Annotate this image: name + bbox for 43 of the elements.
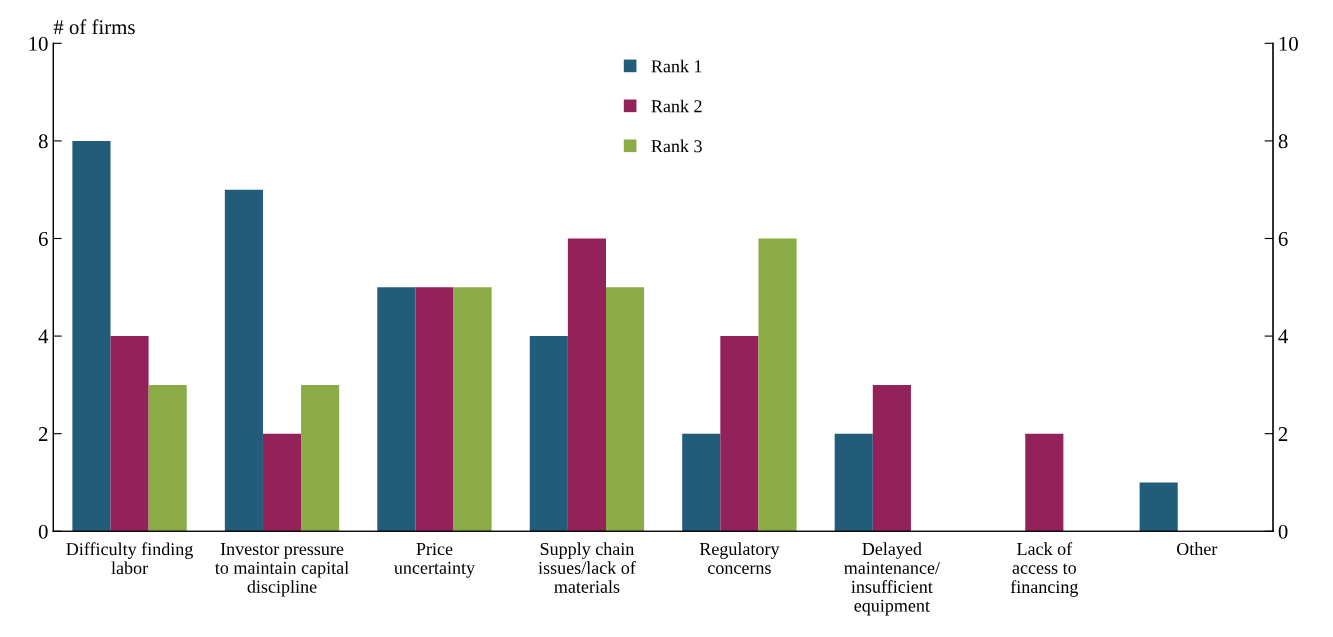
y-tick-label: 2	[38, 427, 48, 441]
bar	[1139, 482, 1178, 532]
y-tick-label: 4	[38, 329, 49, 344]
y2-tick-label: 10	[1279, 36, 1298, 51]
legend-label: Rank 3	[651, 139, 702, 153]
bar	[110, 336, 149, 532]
bar	[567, 238, 606, 532]
bar	[1025, 433, 1064, 532]
y2-tick-label: 4	[1278, 329, 1288, 344]
y-tick-label: 0	[38, 524, 48, 539]
x-tick-label: Lack of access to financing	[1010, 542, 1079, 597]
y2-tick-label: 6	[1278, 231, 1288, 246]
y-tick-label: 8	[38, 134, 48, 149]
x-tick-label: Investor pressure to maintain capital discipline	[215, 543, 349, 597]
y2-tick-label: 0	[1278, 524, 1288, 539]
y-tick-label: 6	[38, 231, 48, 246]
bar	[682, 433, 721, 532]
bar	[301, 384, 340, 532]
bar	[834, 433, 873, 532]
bar	[720, 336, 759, 532]
bar	[377, 287, 416, 532]
y-tick-label: 10	[29, 36, 48, 51]
bar	[262, 433, 302, 532]
bar	[758, 238, 797, 532]
bar	[72, 140, 111, 532]
bar	[529, 336, 568, 532]
legend-label: Rank 1	[651, 59, 702, 73]
x-tick-label: Other	[1176, 542, 1218, 556]
bar	[224, 189, 263, 532]
legend-label: Rank 2	[651, 99, 702, 113]
bar	[605, 287, 645, 532]
x-tick-label: Difficulty finding labor	[66, 542, 193, 575]
bar	[148, 384, 187, 532]
y-axis-title: # of firms	[53, 19, 135, 35]
x-tick-label: Delayed maintenance/ insufficient equipment	[844, 542, 940, 616]
y2-tick-label: 2	[1278, 427, 1288, 441]
x-tick-label: Supply chain issues/lack of materials	[538, 542, 636, 593]
x-tick-label: Regulatory concerns	[699, 542, 780, 575]
bar	[453, 287, 492, 532]
x-tick-label: Price uncertainty	[394, 542, 476, 578]
bar	[872, 384, 911, 532]
y2-tick-label: 8	[1278, 134, 1288, 149]
bar	[415, 287, 454, 532]
